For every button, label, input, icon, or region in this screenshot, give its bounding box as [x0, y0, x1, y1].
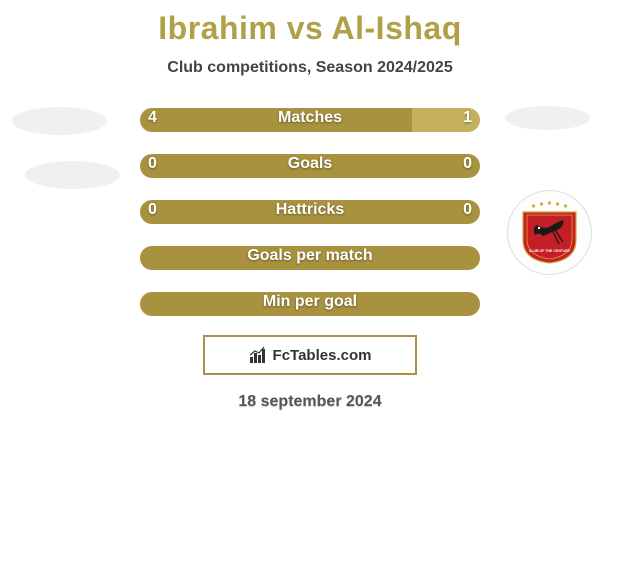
- page-title: Ibrahim vs Al-Ishaq: [0, 0, 620, 47]
- stat-row: Matches4 1: [0, 105, 620, 135]
- fctables-label: FcTables.com: [273, 347, 372, 364]
- stat-label: Hattricks: [140, 201, 480, 219]
- stat-label: Min per goal: [140, 293, 480, 311]
- stat-value-right: 0: [463, 201, 472, 219]
- stat-label: Goals per match: [140, 247, 480, 265]
- stat-value-right: 1: [463, 109, 472, 127]
- stat-value-right: 0: [463, 155, 472, 173]
- bar-chart-icon: [249, 346, 267, 364]
- stat-row: Goals per match: [0, 243, 620, 273]
- stat-row: Hattricks0 0: [0, 197, 620, 227]
- stat-label: Goals: [140, 155, 480, 173]
- stat-row: Min per goal: [0, 289, 620, 319]
- stat-value-left: 0: [148, 201, 157, 219]
- fctables-watermark: FcTables.com: [203, 335, 417, 375]
- stat-row: Goals0 0: [0, 151, 620, 181]
- stat-value-left: 4: [148, 109, 157, 127]
- stat-label: Matches: [140, 109, 480, 127]
- comparison-infographic: Ibrahim vs Al-Ishaq Club competitions, S…: [0, 0, 620, 580]
- stat-rows: Matches41Goals00Hattricks00Goals per mat…: [0, 105, 620, 319]
- stats-area: CLUB OF THE CENTURY Matches41Goals00Hatt…: [0, 105, 620, 319]
- date-label: 18 september 2024: [0, 393, 620, 411]
- page-subtitle: Club competitions, Season 2024/2025: [0, 59, 620, 77]
- stat-value-left: 0: [148, 155, 157, 173]
